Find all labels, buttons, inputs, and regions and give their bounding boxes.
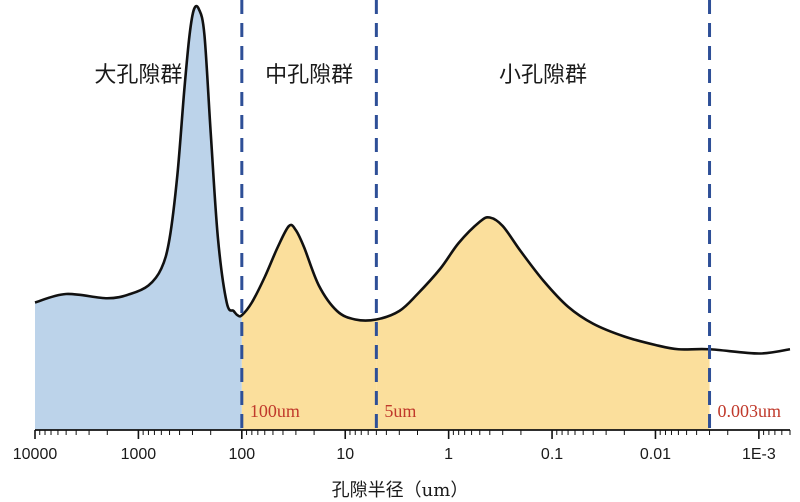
region-fill-1 [35, 6, 242, 430]
region-label-3: 小孔隙群 [499, 63, 587, 88]
x-tick-label-8: 1E-3 [742, 446, 776, 463]
curve-layer [34, 4, 791, 355]
boundary-label-2: 5um [384, 401, 416, 421]
x-tick-label-7: 0.01 [640, 446, 671, 463]
region-fill-2 [241, 224, 377, 430]
region-label-2: 中孔隙群 [265, 63, 353, 88]
x-tick-label-3: 100 [228, 446, 255, 463]
boundary-label-1: 100um [250, 401, 300, 421]
x-tick-label-2: 1000 [121, 446, 157, 463]
boundary-label-3: 0.003um [718, 401, 782, 421]
x-tick-label-1: 10000 [13, 446, 58, 463]
x-tick-label-6: 0.1 [541, 446, 563, 463]
x-tick-label-5: 1 [444, 446, 453, 463]
x-axis: 10000 1000 100 10 1 0.1 0.01 1E-3 [13, 429, 791, 463]
pore-distribution-curve [34, 4, 791, 355]
boundary-layer [240, 0, 712, 430]
x-axis-title: 孔隙半径（um） [332, 480, 469, 501]
region-fills [35, 6, 710, 430]
region-label-1: 大孔隙群 [94, 63, 182, 88]
x-tick-label-4: 10 [336, 446, 354, 463]
label-layer: 100um 5um 0.003um 大孔隙群 中孔隙群 小孔隙群 [94, 63, 781, 421]
region-fill-3 [376, 217, 710, 430]
